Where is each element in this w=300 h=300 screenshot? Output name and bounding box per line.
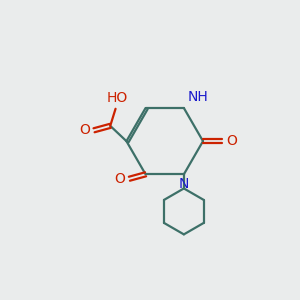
Text: N: N xyxy=(179,177,189,191)
Text: O: O xyxy=(115,172,126,186)
Text: NH: NH xyxy=(188,91,208,104)
Text: O: O xyxy=(226,134,237,148)
Text: HO: HO xyxy=(106,91,128,105)
Text: O: O xyxy=(80,123,91,137)
